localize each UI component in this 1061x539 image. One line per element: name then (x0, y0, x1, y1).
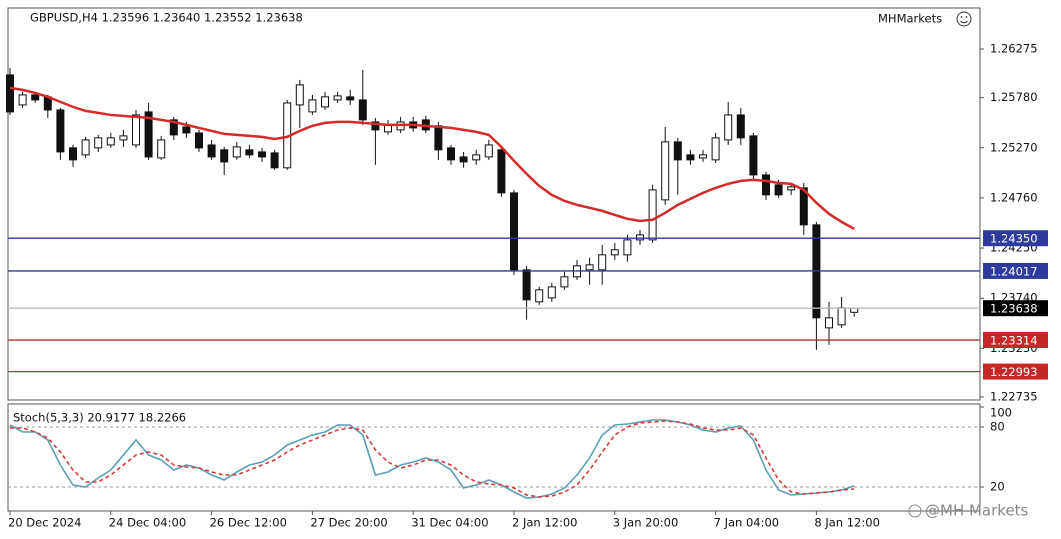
candle-body (232, 146, 241, 158)
candle-body (182, 126, 191, 134)
x-tick-label: 27 Dec 20:00 (310, 516, 387, 530)
moving-average-line (9, 86, 855, 230)
y-tick-label: 80 (990, 420, 1005, 434)
candle-body (447, 147, 455, 161)
x-tick-label: 8 Jan 12:00 (814, 516, 880, 530)
candle-body (497, 149, 506, 194)
stoch-line (9, 419, 855, 499)
brand: MHMarkets (878, 12, 942, 26)
candle-body (56, 109, 65, 153)
candle-body (169, 119, 178, 136)
candle-body (673, 141, 682, 161)
candle-body (220, 149, 229, 163)
candle-body (799, 187, 808, 226)
level-label-box (983, 363, 1048, 380)
candle-body (585, 264, 594, 271)
x-tick-label: 26 Dec 12:00 (210, 516, 287, 530)
candle-body (736, 114, 745, 139)
candle-body (598, 254, 607, 271)
candle-body (157, 139, 166, 159)
candle-body (321, 96, 329, 108)
x-tick-label: 2 Jan 12:00 (512, 516, 578, 530)
candle-body (686, 154, 695, 161)
watermark-logo (908, 504, 922, 518)
candle-body (6, 74, 14, 113)
y-tick-label: 1.25780 (990, 90, 1038, 104)
candle-body (18, 94, 27, 106)
candle-body (837, 307, 846, 326)
candle-body (484, 144, 493, 158)
watermark: @MH Markets (925, 502, 1029, 520)
x-tick-label: 3 Jan 20:00 (613, 516, 679, 530)
stoch-panel (7, 403, 981, 512)
candle-body (774, 184, 783, 196)
candle-body (295, 84, 304, 106)
main-panel (7, 7, 981, 401)
candle-body (510, 192, 518, 271)
level-label: 1.23638 (990, 302, 1038, 316)
candle-body (434, 125, 443, 151)
candle-body (522, 269, 531, 301)
candle-body (472, 154, 481, 161)
candle-body (94, 137, 103, 149)
stoch-title: Stoch(5,3,3) 20.9177 18.2266 (13, 411, 186, 425)
candle-body (245, 149, 254, 156)
y-tick-label: 20 (990, 480, 1005, 494)
candle-body (119, 135, 128, 141)
chart-title: GBPUSD,H4 1.23596 1.23640 1.23552 1.2363… (30, 11, 303, 25)
level-label-box (983, 332, 1048, 349)
y-tick-label: 1.24760 (990, 190, 1038, 204)
level-label: 1.24017 (990, 264, 1038, 278)
level-label-box (983, 230, 1048, 247)
candle-body (308, 99, 317, 113)
level-label: 1.24350 (990, 232, 1038, 246)
candle-body (560, 276, 569, 288)
x-tick-label: 7 Jan 04:00 (714, 516, 780, 530)
candle-body (270, 152, 279, 169)
candle-body (258, 151, 266, 158)
candle-body (459, 156, 468, 163)
x-tick-label: 31 Dec 04:00 (411, 516, 488, 530)
candle-body (636, 234, 644, 241)
candle-body (762, 174, 770, 196)
y-tick-label: 1.26275 (990, 41, 1038, 55)
y-tick-label: 1.25270 (990, 140, 1038, 154)
level-label-box (983, 262, 1048, 279)
candle-body (724, 114, 733, 141)
level-label-box (983, 300, 1048, 317)
candle-body (371, 121, 380, 131)
stoch-line (10, 420, 855, 498)
smiley-icon (956, 11, 972, 27)
candle-body (699, 154, 707, 159)
candle-body (711, 137, 720, 161)
candle-body (69, 147, 77, 161)
level-label: 1.23314 (990, 334, 1038, 348)
candle-body (333, 95, 342, 101)
candle-body (144, 111, 153, 158)
x-tick-label: 20 Dec 2024 (8, 516, 81, 530)
candle-body (787, 186, 796, 191)
candle-body (749, 135, 758, 176)
y-tick-label: 100 (990, 406, 1012, 420)
candle-body (358, 99, 367, 121)
candle-body (825, 317, 833, 329)
marks: 1.262751.257801.252701.247601.242501.237… (6, 41, 1048, 530)
candle-body (132, 114, 140, 146)
candle-body (81, 139, 90, 156)
candle-body (207, 144, 216, 158)
x-tick-label: 24 Dec 04:00 (109, 516, 186, 530)
candle-body (106, 137, 115, 146)
candle-body (535, 289, 544, 303)
candle-body (623, 239, 632, 256)
y-tick-label: 1.22735 (990, 389, 1038, 403)
candle-body (661, 141, 670, 201)
candle-body (610, 249, 619, 256)
level-label: 1.22993 (990, 365, 1038, 379)
candle-body (31, 94, 40, 101)
candle-body (648, 189, 657, 241)
candle-body (195, 132, 203, 149)
candle-body (547, 286, 556, 299)
candle-body (346, 96, 355, 101)
